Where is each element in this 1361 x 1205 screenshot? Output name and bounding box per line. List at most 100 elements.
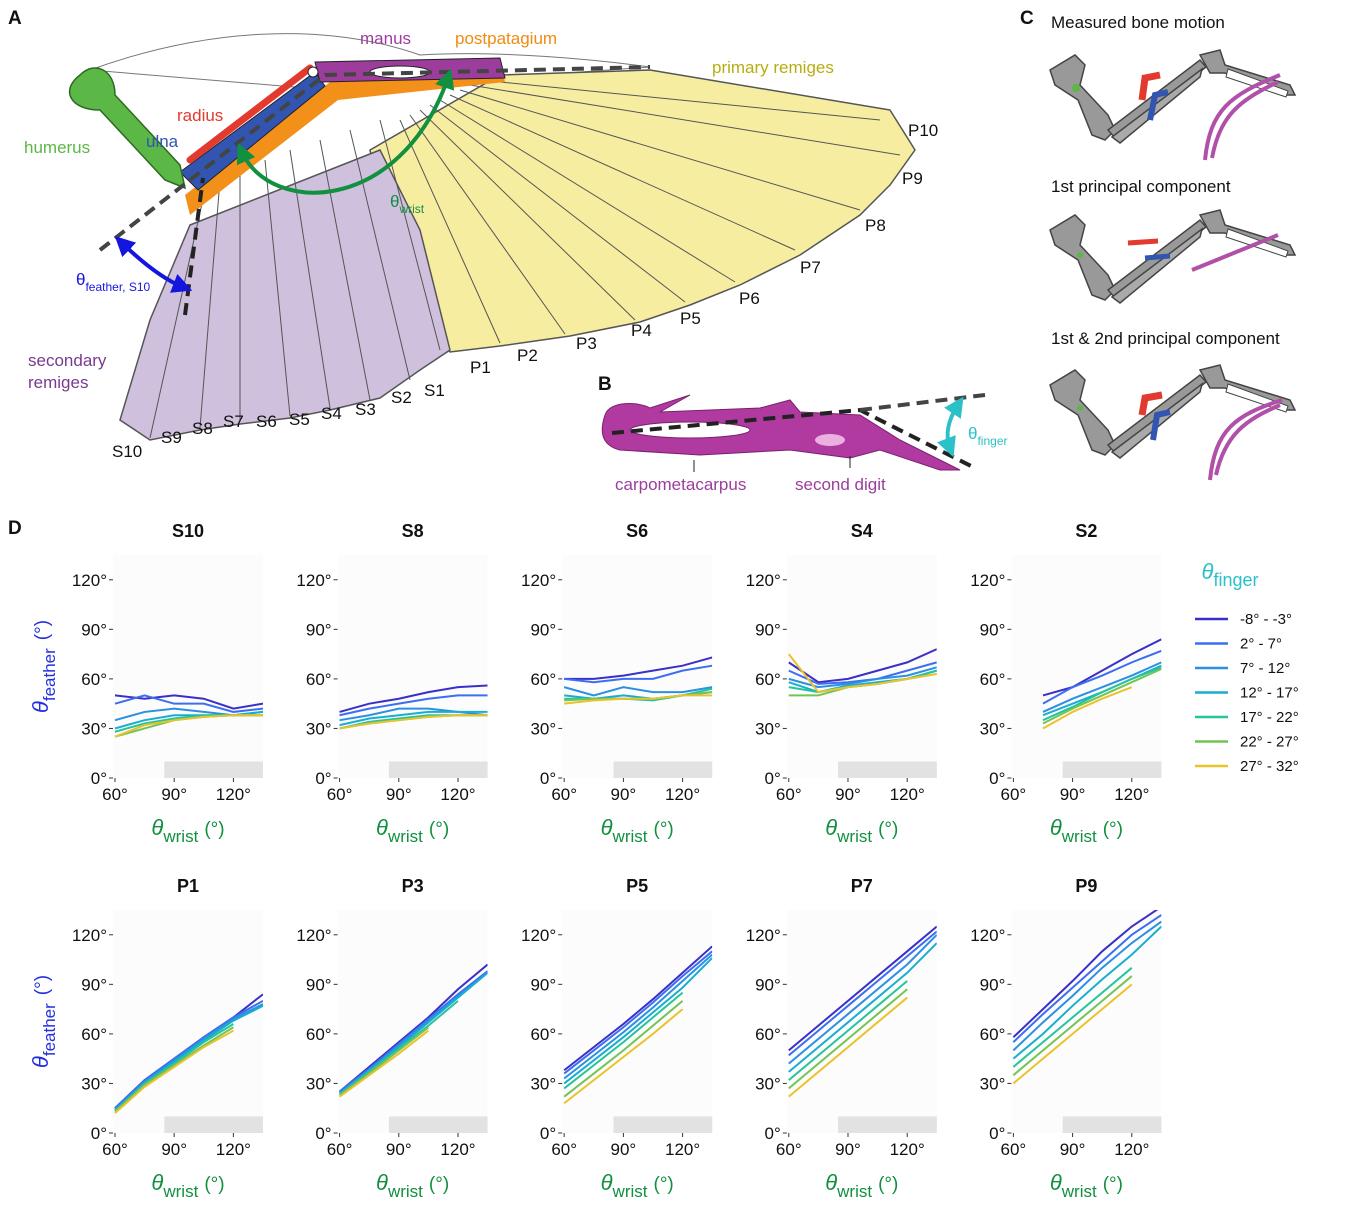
highlight-region — [164, 1116, 263, 1133]
panel-c-title: 1st & 2nd principal component — [1051, 329, 1280, 348]
x-tick-label: 60° — [551, 785, 577, 804]
panel-c-title: Measured bone motion — [1051, 13, 1225, 32]
unit: (°) — [1103, 819, 1123, 840]
plot-background — [787, 555, 937, 778]
plot-background — [113, 555, 263, 778]
chart: P30°30°60°90°120°60°90°120°θwrist(°) — [296, 876, 487, 1201]
legend-title: θfinger — [1202, 559, 1259, 590]
unit: (°) — [429, 1174, 449, 1195]
highlight-region — [614, 761, 713, 778]
y-tick-label: 60° — [81, 670, 107, 689]
y-tick-label: 120° — [296, 571, 331, 590]
feather-label: P6 — [739, 289, 760, 308]
y-tick-label: 60° — [530, 1025, 556, 1044]
chart-title: P9 — [1075, 876, 1097, 896]
carpometacarpus-label: carpometacarpus — [615, 475, 746, 494]
x-tick-label: 60° — [1001, 1140, 1027, 1159]
theta-subscript: wrist — [612, 1182, 648, 1201]
legend-label: 2° - 7° — [1240, 636, 1282, 653]
unit: (°) — [654, 819, 674, 840]
theta-symbol: θ — [151, 815, 163, 840]
x-axis-label: θwrist(°) — [376, 1170, 449, 1201]
theta-finger-label: θfinger — [968, 424, 1008, 448]
theta-symbol: θ — [1050, 815, 1062, 840]
feather-label: P4 — [631, 321, 652, 340]
y-tick-label: 30° — [306, 1074, 332, 1093]
theta-subscript: wrist — [1061, 827, 1097, 846]
y-tick-label: 60° — [81, 1025, 107, 1044]
chart-title: P3 — [402, 876, 424, 896]
unit: (°) — [32, 975, 53, 995]
x-tick-label: 60° — [776, 1140, 802, 1159]
chart: P10°30°60°90°120°60°90°120°θwrist(°)θfea… — [28, 876, 263, 1201]
x-axis-label: θwrist(°) — [1050, 1170, 1123, 1201]
highlight-region — [164, 761, 263, 778]
charts: -8° - -3°2° - 7°7° - 12°12° - 17°17° - 2… — [28, 521, 1299, 1201]
feather-label: P2 — [517, 346, 538, 365]
y-tick-label: 60° — [980, 1025, 1006, 1044]
y-tick-label: 30° — [755, 719, 781, 738]
y-tick-label: 90° — [755, 975, 781, 994]
x-tick-label: 120° — [440, 1140, 475, 1159]
x-tick-label: 60° — [327, 1140, 353, 1159]
x-tick-label: 90° — [611, 1140, 637, 1159]
feather-label: P1 — [470, 358, 491, 377]
x-tick-label: 90° — [161, 1140, 187, 1159]
chart: S60°30°60°90°120°60°90°120°θwrist(°) — [521, 521, 712, 846]
x-axis-label: θwrist(°) — [825, 1170, 898, 1201]
ulna-label: ulna — [146, 132, 179, 151]
page: A manus postpatagium primary remiges rad… — [0, 0, 1361, 1205]
x-tick-label: 60° — [776, 785, 802, 804]
x-tick-label: 90° — [835, 785, 861, 804]
unit: (°) — [204, 1174, 224, 1195]
chart: S80°30°60°90°120°60°90°120°θwrist(°) — [296, 521, 487, 846]
unit: (°) — [204, 819, 224, 840]
chart: S20°30°60°90°120°60°90°120°θwrist(°) — [970, 521, 1161, 846]
y-tick-label: 90° — [530, 975, 556, 994]
x-tick-label: 120° — [440, 785, 475, 804]
panel-label: D — [8, 518, 22, 539]
highlight-region — [838, 761, 937, 778]
chart: P50°30°60°90°120°60°90°120°θwrist(°) — [521, 876, 712, 1201]
theta-subscript: feather — [40, 1003, 59, 1056]
feather-label: S1 — [424, 381, 445, 400]
theta-symbol: θ — [825, 815, 837, 840]
y-tick-label: 30° — [530, 1074, 556, 1093]
skeleton — [1050, 365, 1295, 480]
y-tick-label: 30° — [306, 719, 332, 738]
chart: P90°30°60°90°120°60°90°120°θwrist(°) — [970, 876, 1161, 1201]
highlight-region — [389, 1116, 488, 1133]
y-tick-label: 120° — [746, 571, 781, 590]
y-tick-label: 30° — [980, 1074, 1006, 1093]
theta-symbol: θ — [968, 424, 977, 443]
theta-symbol: θ — [1202, 559, 1214, 584]
y-tick-label: 60° — [530, 670, 556, 689]
theta-subscript: wrist — [1061, 1182, 1097, 1201]
chart: P70°30°60°90°120°60°90°120°θwrist(°) — [746, 876, 937, 1201]
x-axis-label: θwrist(°) — [151, 1170, 224, 1201]
feather-label: P9 — [902, 169, 923, 188]
x-axis-label: θwrist(°) — [601, 1170, 674, 1201]
theta-subscript: wrist — [162, 1182, 198, 1201]
highlight-region — [838, 1116, 937, 1133]
unit: (°) — [32, 620, 53, 640]
chart: S40°30°60°90°120°60°90°120°θwrist(°) — [746, 521, 937, 846]
x-tick-label: 90° — [386, 785, 412, 804]
x-tick-label: 90° — [161, 785, 187, 804]
panel-c-title: 1st principal component — [1051, 177, 1231, 196]
x-axis-label: θwrist(°) — [376, 815, 449, 846]
x-tick-label: 60° — [102, 785, 128, 804]
y-tick-label: 90° — [530, 620, 556, 639]
x-axis-label: θwrist(°) — [151, 815, 224, 846]
bone-diagram — [602, 395, 985, 472]
y-axis-label: θfeather (°) — [28, 975, 59, 1068]
y-tick-label: 30° — [755, 1074, 781, 1093]
y-tick-label: 120° — [521, 926, 556, 945]
theta-symbol: θ — [28, 701, 53, 713]
theta-subscript: feather, S10 — [85, 280, 150, 294]
theta-symbol: θ — [28, 1056, 53, 1068]
theta-subscript: feather — [40, 648, 59, 701]
legend-label: 17° - 22° — [1240, 709, 1299, 726]
legend-label: 22° - 27° — [1240, 734, 1299, 751]
theta-symbol: θ — [601, 1170, 613, 1195]
